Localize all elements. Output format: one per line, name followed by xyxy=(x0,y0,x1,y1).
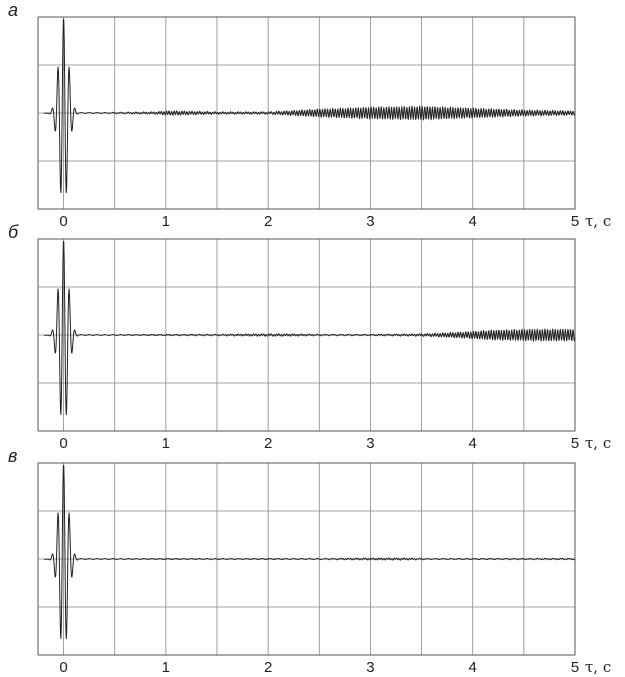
plot-frame xyxy=(37,462,576,656)
x-tick-label: 0 xyxy=(59,435,67,452)
x-tick-label: 5 xyxy=(571,435,579,452)
x-tick-label: 1 xyxy=(162,659,170,676)
x-tick-label: 3 xyxy=(366,659,374,676)
x-tick-label: 2 xyxy=(264,659,272,676)
x-tick-label: 1 xyxy=(162,435,170,452)
x-tick-label: 4 xyxy=(469,659,477,676)
signal-line xyxy=(43,241,576,416)
x-tick-label: 2 xyxy=(264,213,272,230)
x-tick-label: 4 xyxy=(469,213,477,230)
plot-frame xyxy=(37,16,576,210)
x-tick-label: 5 xyxy=(571,659,579,676)
x-axis-label: τ, c xyxy=(585,212,611,230)
chart-panel: в 0 1 2 3 4 5 τ, c xyxy=(8,446,611,676)
x-tick-label: 3 xyxy=(366,435,374,452)
x-tick-label: 0 xyxy=(59,659,67,676)
x-tick-label: 3 xyxy=(366,213,374,230)
panel-label: б xyxy=(8,222,19,242)
signal-line xyxy=(43,19,576,194)
x-axis-label: τ, c xyxy=(585,434,611,452)
panel-label: а xyxy=(8,0,18,20)
x-axis-label: τ, c xyxy=(585,658,611,676)
chart-panel: б 0 1 2 3 4 5 τ, c xyxy=(8,222,611,452)
x-tick-label: 2 xyxy=(264,435,272,452)
plot-frame xyxy=(37,238,576,432)
panel-label: в xyxy=(8,446,17,466)
x-tick-label: 1 xyxy=(162,213,170,230)
x-tick-label: 5 xyxy=(571,213,579,230)
signal-line xyxy=(43,465,576,640)
chart-panel: а 0 1 2 3 4 5 τ, c xyxy=(8,0,611,230)
x-tick-label: 0 xyxy=(59,213,67,230)
x-tick-label: 4 xyxy=(469,435,477,452)
